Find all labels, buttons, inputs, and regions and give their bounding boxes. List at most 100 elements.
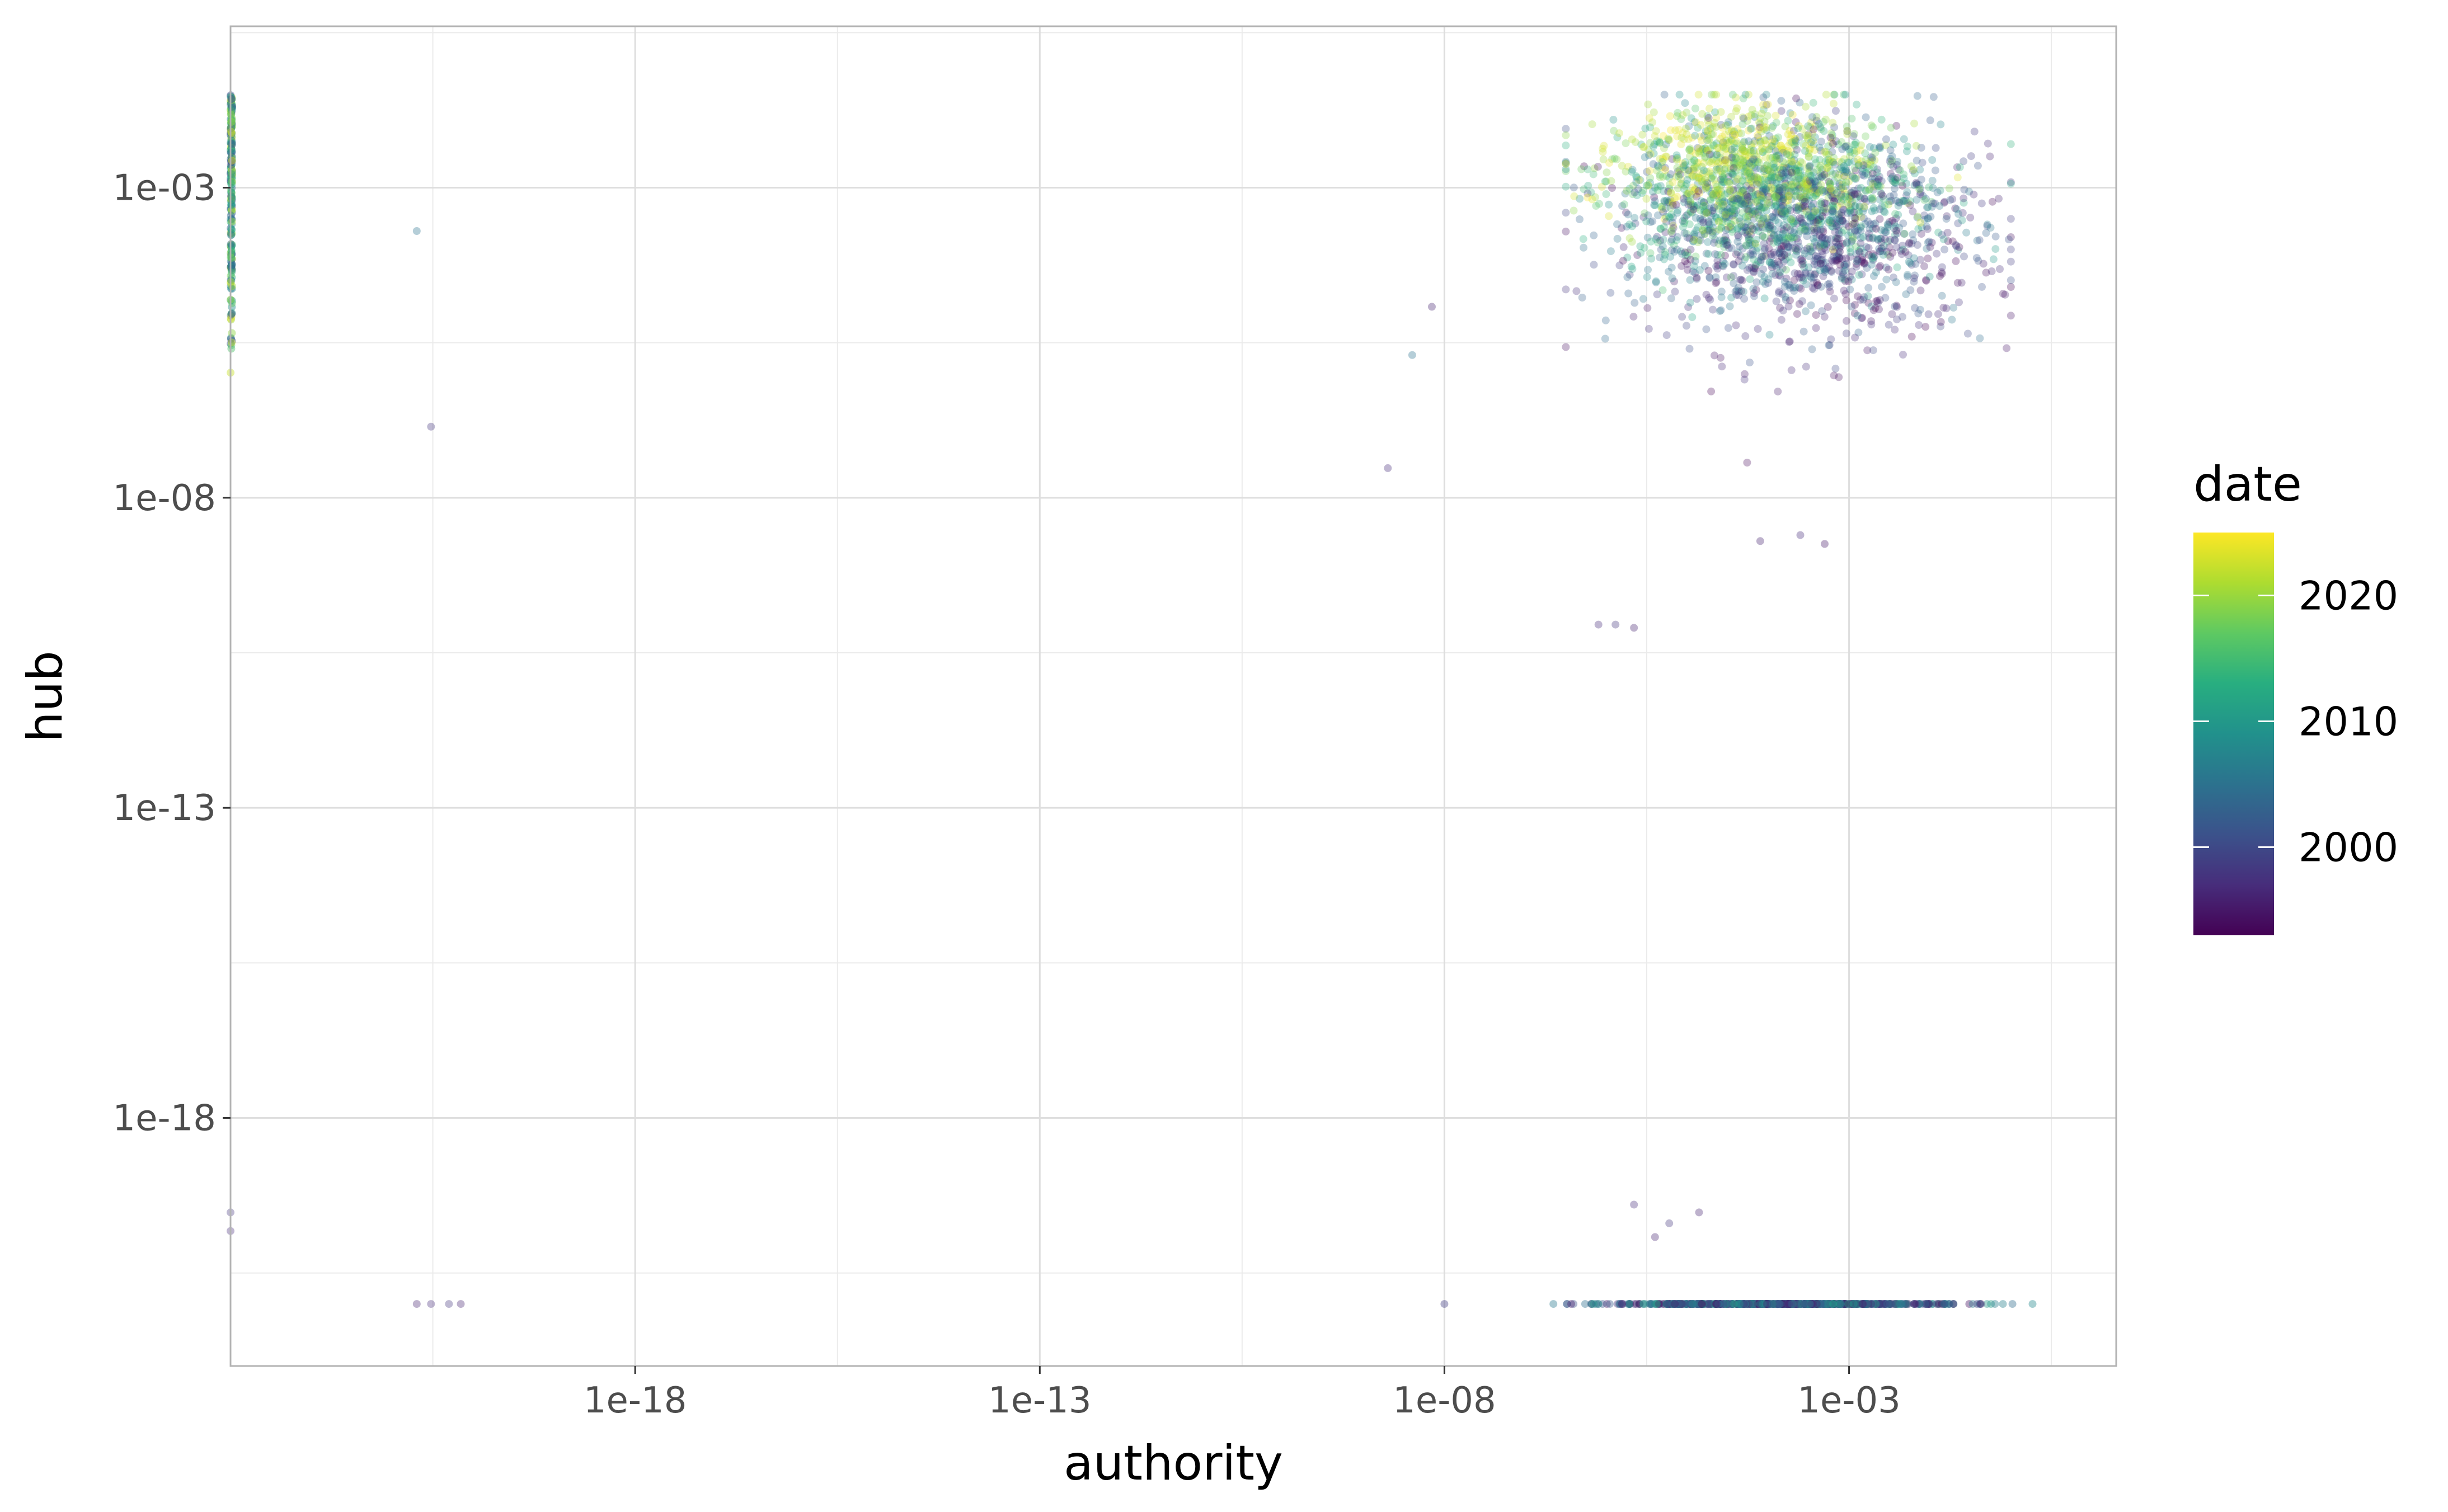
data-point: [1916, 184, 1924, 192]
data-point: [1797, 285, 1805, 293]
data-point: [1703, 1300, 1712, 1308]
data-point: [1793, 1300, 1801, 1308]
data-point: [1725, 208, 1733, 216]
data-point: [1808, 1300, 1816, 1308]
data-point: [1651, 132, 1659, 140]
data-point: [1816, 162, 1825, 170]
data-point: [1718, 218, 1727, 226]
data-point: [1797, 180, 1806, 188]
data-point: [1904, 251, 1913, 260]
data-point: [1920, 215, 1929, 224]
data-point: [1750, 1300, 1758, 1308]
data-point: [2028, 1300, 2037, 1308]
data-point: [1931, 166, 1939, 175]
data-point: [1718, 362, 1726, 371]
data-point: [1756, 147, 1764, 156]
data-point: [1891, 326, 1899, 334]
data-point: [1828, 187, 1836, 195]
data-point: [1848, 197, 1856, 206]
data-point: [1777, 1300, 1786, 1308]
data-point: [1673, 1300, 1681, 1308]
data-point: [1811, 269, 1820, 277]
data-point: [1699, 1300, 1707, 1308]
data-point: [1774, 1300, 1782, 1308]
data-point: [1921, 323, 1930, 331]
data-point: [1740, 295, 1749, 303]
data-point: [2007, 283, 2015, 291]
data-point: [1817, 138, 1825, 146]
data-point: [1792, 1300, 1800, 1308]
data-point: [1642, 1300, 1650, 1308]
data-point: [1657, 246, 1665, 254]
data-point: [1831, 169, 1840, 178]
data-point: [1864, 299, 1873, 307]
data-point: [1840, 155, 1848, 163]
data-point: [1772, 119, 1780, 127]
data-point: [1634, 1300, 1643, 1308]
data-point: [1881, 235, 1889, 243]
data-point: [1669, 200, 1677, 208]
data-point: [1841, 263, 1849, 271]
data-point: [1948, 237, 1957, 246]
data-point: [1875, 263, 1883, 271]
data-point: [1733, 248, 1742, 257]
data-point: [1946, 196, 1954, 204]
data-point: [1729, 1300, 1737, 1308]
data-point: [1806, 177, 1815, 186]
data-point: [1852, 1300, 1859, 1308]
data-point: [1651, 1233, 1659, 1241]
data-point: [1885, 321, 1893, 329]
data-point: [1759, 1300, 1767, 1308]
data-point: [1653, 1300, 1662, 1308]
data-point: [1764, 1300, 1772, 1308]
data-point: [1655, 1300, 1664, 1308]
data-point: [1756, 537, 1764, 545]
data-point: [1716, 1300, 1724, 1308]
data-point: [1623, 253, 1632, 262]
data-point: [1735, 1300, 1743, 1308]
data-point: [1874, 175, 1883, 183]
data-point: [1869, 253, 1878, 262]
data-point: [1944, 1300, 1953, 1308]
data-point: [1794, 238, 1802, 246]
data-point: [1822, 240, 1831, 248]
data-point: [1691, 105, 1699, 112]
y-axis-title: hub: [17, 651, 73, 742]
data-point: [1784, 234, 1792, 243]
data-point: [1816, 123, 1825, 131]
data-point: [1785, 1300, 1793, 1308]
data-point: [1796, 183, 1804, 192]
data-point: [1886, 154, 1895, 163]
data-point: [1874, 299, 1882, 307]
data-point: [1637, 249, 1645, 257]
data-point: [1819, 206, 1827, 214]
data-point: [227, 168, 236, 176]
data-point: [1702, 249, 1711, 258]
data-point: [1646, 218, 1655, 227]
data-point: [1954, 210, 1963, 218]
data-point: [1690, 118, 1699, 126]
data-point: [1783, 248, 1792, 257]
data-point: [1699, 1300, 1707, 1308]
data-point: [1886, 157, 1894, 166]
data-point: [1707, 387, 1716, 395]
data-point: [1797, 1300, 1806, 1308]
data-point: [1836, 248, 1844, 256]
data-point: [1986, 224, 1995, 232]
data-point: [1794, 1300, 1803, 1308]
data-point: [1817, 239, 1825, 247]
data-point: [1765, 219, 1774, 227]
data-point: [1643, 304, 1652, 312]
data-point: [1721, 164, 1730, 173]
data-point: [1619, 243, 1628, 251]
data-point: [1775, 163, 1783, 172]
data-point: [1806, 191, 1814, 200]
data-point: [1769, 1300, 1777, 1308]
data-point: [1812, 1300, 1820, 1308]
data-point: [1788, 244, 1797, 252]
data-point: [1726, 223, 1735, 231]
data-point: [1850, 309, 1859, 318]
data-point: [227, 153, 236, 162]
data-point: [1910, 119, 1918, 128]
